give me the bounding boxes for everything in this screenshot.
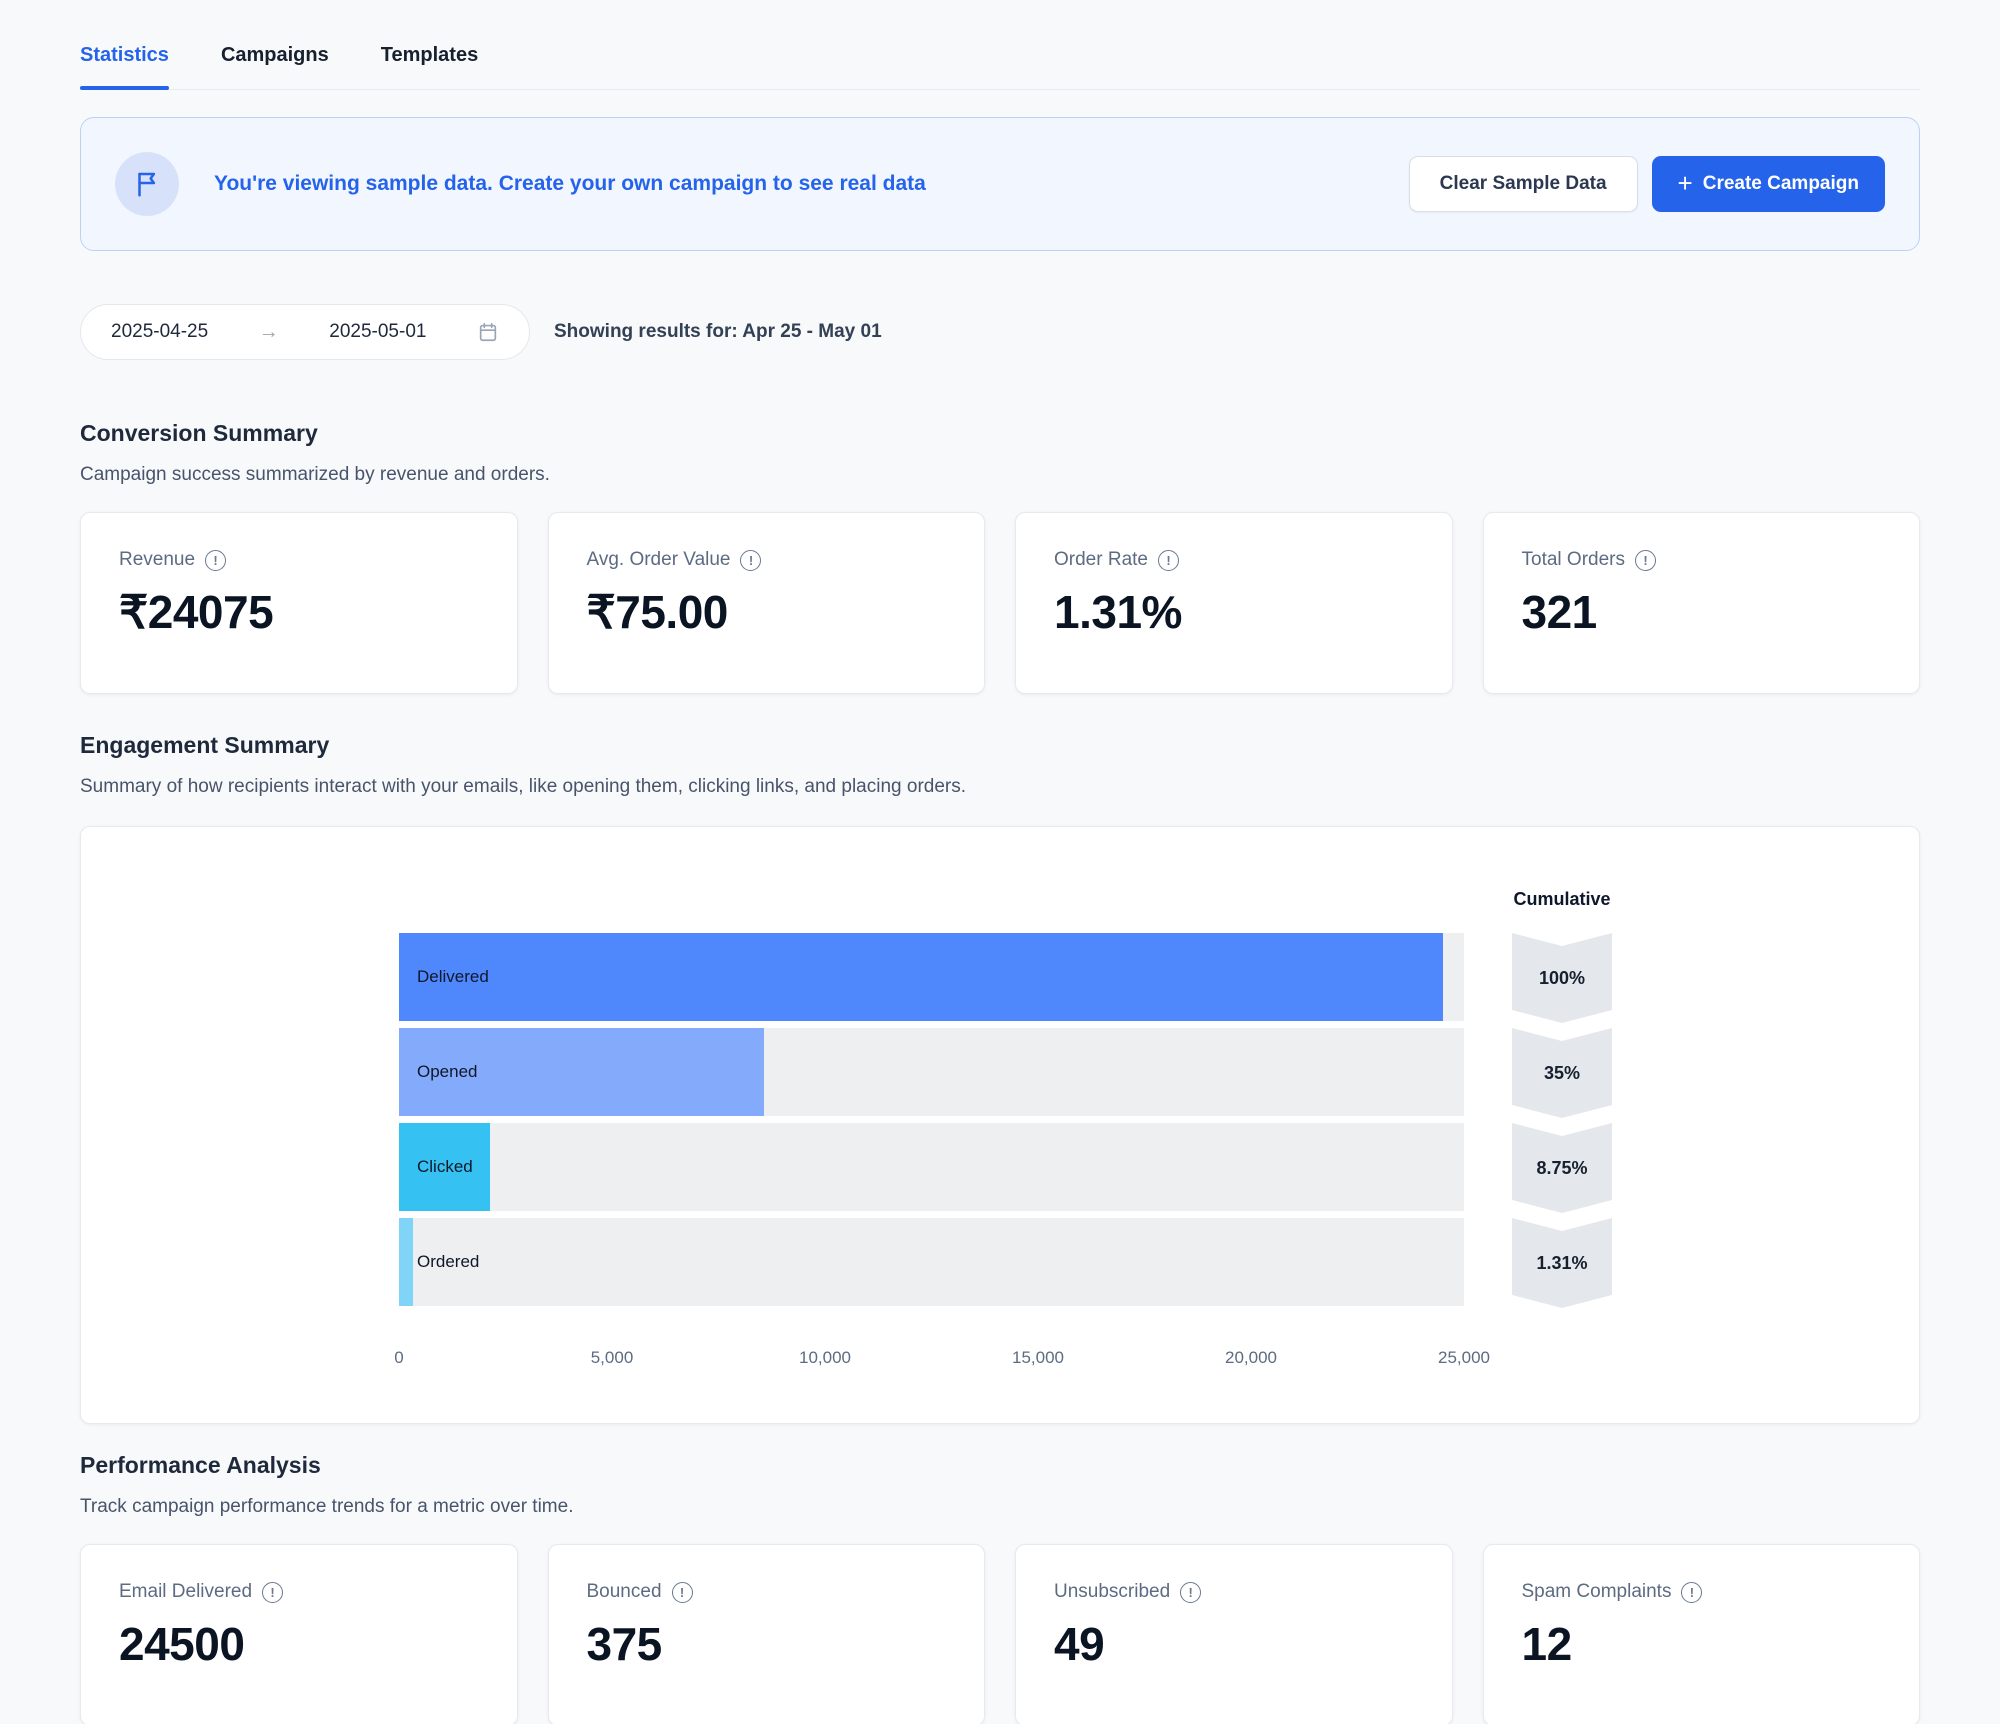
date-start-value[interactable]: 2025-04-25 (111, 321, 209, 342)
performance-card: Spam Complaints! 12 (1482, 1544, 1920, 1724)
funnel-x-axis: 0 5,000 10,000 15,000 20,000 25,000 (394, 1348, 1490, 1370)
card-value: ₹24075 (119, 586, 274, 638)
funnel-bars: Delivered Opened Clicked Ordered 0 5,000 10,0… (394, 933, 1490, 1370)
conversion-summary-title: Conversion Summary (80, 420, 318, 446)
card-value: 49 (1054, 1618, 1105, 1670)
x-axis-tick: 0 (394, 1348, 404, 1367)
info-icon[interactable]: ! (205, 549, 227, 571)
funnel-bar-label: Ordered (417, 1252, 480, 1271)
funnel-bar-ordered: Ordered (399, 1218, 1464, 1306)
showing-results-text: Showing results for: Apr 25 - May 01 (554, 321, 882, 342)
info-icon[interactable]: ! (1681, 1581, 1703, 1603)
cumulative-chevron: 8.75% (1512, 1123, 1612, 1213)
funnel-bar-label: Clicked (417, 1157, 473, 1176)
cumulative-chevron: 1.31% (1512, 1218, 1612, 1308)
card-value: 321 (1521, 586, 1598, 638)
clear-sample-data-button[interactable]: Clear Sample Data (1408, 156, 1638, 212)
engagement-summary-subtitle: Summary of how recipients interact with … (80, 776, 967, 797)
funnel-bar-fill (399, 1028, 765, 1116)
x-axis-tick: 10,000 (799, 1348, 851, 1367)
funnel-bar-label: Opened (417, 1062, 478, 1081)
flag-icon (115, 152, 179, 216)
tab-campaigns[interactable]: Campaigns (220, 44, 329, 66)
performance-card: Unsubscribed! 49 (1015, 1544, 1453, 1724)
calendar-icon[interactable] (477, 321, 499, 343)
info-icon[interactable]: ! (740, 549, 762, 571)
conversion-card: Avg. Order Value! ₹75.00 (547, 512, 985, 694)
funnel-bar-fill (399, 1123, 491, 1211)
x-axis-tick: 5,000 (590, 1348, 634, 1367)
card-label: Email Delivered (119, 1581, 253, 1602)
performance-analysis-subtitle: Track campaign performance trends for a … (80, 1496, 574, 1517)
cumulative-chevron: 35% (1512, 1028, 1612, 1118)
engagement-funnel-chart: Delivered Opened Clicked Ordered 0 5,000 10,0… (80, 826, 1920, 1424)
tab-templates[interactable]: Templates (380, 44, 479, 66)
funnel-bar-fill (399, 933, 1443, 1021)
card-label: Spam Complaints (1521, 1581, 1672, 1602)
card-value: 12 (1521, 1618, 1573, 1670)
funnel-bar-opened: Opened (399, 1028, 1464, 1116)
cumulative-header: Cumulative (1513, 889, 1611, 909)
sample-data-banner: You're viewing sample data. Create your … (80, 117, 1920, 251)
info-icon[interactable]: ! (262, 1581, 284, 1603)
card-label: Order Rate (1054, 549, 1148, 570)
card-label: Avg. Order Value (586, 549, 731, 570)
funnel-bar-delivered: Delivered (399, 933, 1464, 1021)
funnel-bar-clicked: Clicked (399, 1123, 1464, 1211)
info-icon[interactable]: ! (1180, 1581, 1202, 1603)
card-label: Total Orders (1521, 549, 1625, 570)
banner-message: You're viewing sample data. Create your … (214, 172, 926, 195)
card-label: Bounced (586, 1581, 662, 1602)
conversion-card: Revenue! ₹24075 (80, 512, 518, 694)
x-axis-tick: 15,000 (1012, 1348, 1064, 1367)
cumulative-column: Cumulative 100% 35% 8.75% 1.31% (1512, 889, 1612, 1370)
date-range-picker[interactable]: 2025-04-25 → 2025-05-01 (80, 304, 530, 360)
card-value: ₹75.00 (586, 586, 729, 638)
date-row: 2025-04-25 → 2025-05-01 Showing results … (80, 304, 1920, 360)
funnel-chart-body: Delivered Opened Clicked Ordered 0 5,000 10,0… (81, 889, 1919, 1370)
info-icon[interactable]: ! (671, 1581, 693, 1603)
arrow-right-icon: → (258, 320, 279, 343)
conversion-summary-subtitle: Campaign success summarized by revenue a… (80, 464, 550, 485)
plus-icon: + (1677, 168, 1693, 198)
conversion-card: Order Rate! 1.31% (1015, 512, 1453, 694)
card-value: 375 (586, 1618, 663, 1670)
conversion-summary-cards: Revenue! ₹24075 Avg. Order Value! ₹75.00 Ord… (80, 512, 1920, 694)
performance-card: Email Delivered! 24500 (80, 1544, 518, 1724)
performance-analysis-cards: Email Delivered! 24500 Bounced! 375 Unsubscr… (80, 1544, 1920, 1724)
create-campaign-button[interactable]: + Create Campaign (1651, 156, 1885, 212)
card-label: Unsubscribed (1054, 1581, 1171, 1602)
conversion-card: Total Orders! 321 (1482, 512, 1920, 694)
funnel-bar-fill (399, 1218, 413, 1306)
cumulative-chevron: 100% (1512, 933, 1612, 1023)
engagement-summary-title: Engagement Summary (80, 732, 330, 758)
tab-statistics[interactable]: Statistics (80, 44, 169, 90)
performance-analysis-title: Performance Analysis (80, 1452, 321, 1478)
card-value: 24500 (119, 1618, 245, 1670)
banner-actions: Clear Sample Data + Create Campaign (1408, 156, 1885, 212)
x-axis-tick: 20,000 (1225, 1348, 1277, 1367)
x-axis-tick: 25,000 (1438, 1348, 1490, 1367)
card-label: Revenue (119, 549, 196, 570)
create-campaign-label: Create Campaign (1702, 173, 1859, 194)
tab-bar: Statistics Campaigns Templates (80, 0, 1920, 90)
performance-card: Bounced! 375 (547, 1544, 985, 1724)
funnel-bar-label: Delivered (417, 967, 489, 986)
info-icon[interactable]: ! (1634, 549, 1656, 571)
card-value: 1.31% (1054, 586, 1182, 638)
info-icon[interactable]: ! (1157, 549, 1179, 571)
date-end-value[interactable]: 2025-05-01 (329, 321, 427, 342)
